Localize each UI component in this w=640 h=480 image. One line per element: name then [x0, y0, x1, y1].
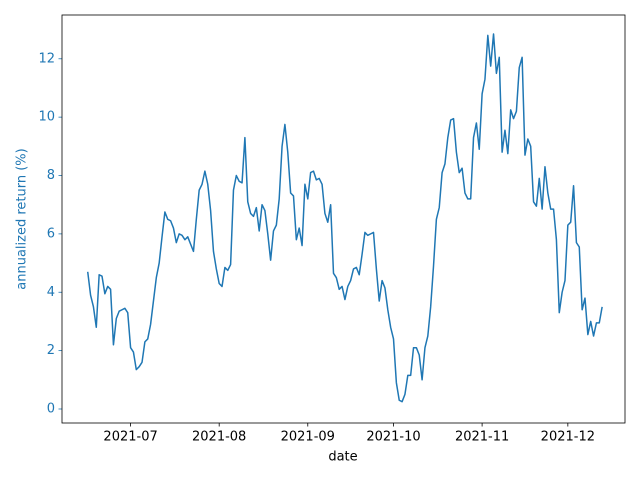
- x-tick-label: 2021-11: [455, 430, 509, 445]
- x-axis-label: date: [328, 450, 357, 465]
- y-tick-label: 12: [38, 51, 55, 66]
- y-axis-label: annualized return (%): [15, 148, 30, 289]
- y-tick-label: 4: [47, 285, 55, 300]
- y-tick-label: 2: [47, 343, 55, 358]
- y-tick-label: 10: [38, 110, 55, 125]
- x-tick-label: 2021-07: [103, 430, 157, 445]
- x-tick-label: 2021-12: [541, 430, 595, 445]
- x-tick-label: 2021-10: [366, 430, 420, 445]
- y-tick-label: 6: [47, 226, 55, 241]
- axes-frame: [61, 14, 626, 424]
- data-line: [86, 33, 603, 403]
- y-tick-label: 0: [47, 401, 55, 416]
- x-tick-label: 2021-08: [192, 430, 246, 445]
- y-tick-label: 8: [47, 168, 55, 183]
- x-tick-label: 2021-09: [281, 430, 335, 445]
